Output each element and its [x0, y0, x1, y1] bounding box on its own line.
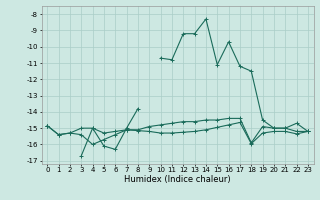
- X-axis label: Humidex (Indice chaleur): Humidex (Indice chaleur): [124, 175, 231, 184]
